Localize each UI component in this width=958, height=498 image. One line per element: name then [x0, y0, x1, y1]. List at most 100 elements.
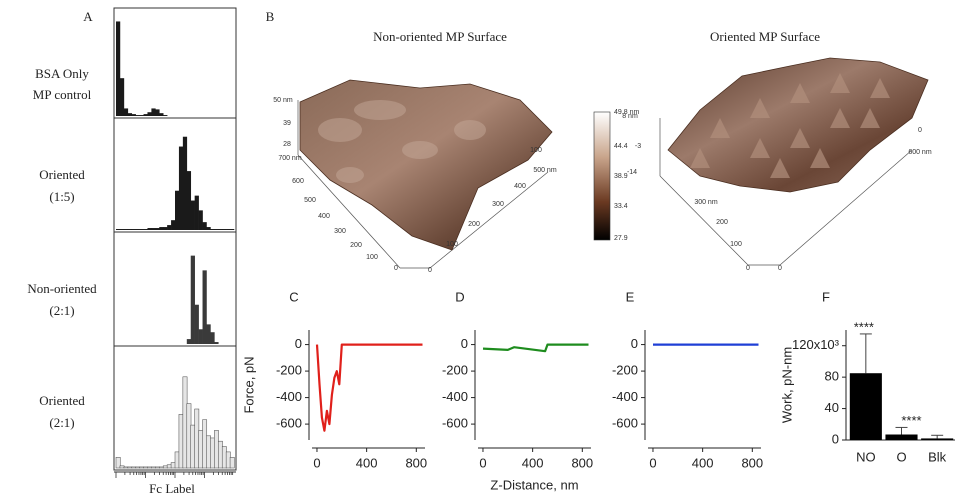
- histogram-bin: [143, 466, 149, 469]
- surface-title: Non-oriented MP Surface: [373, 29, 507, 44]
- panel-label: D: [455, 289, 464, 304]
- colorbar-label: 33.4: [614, 203, 628, 210]
- histogram-bin: [159, 466, 164, 469]
- surface-tick-label: 50 nm: [273, 97, 293, 104]
- surface-peak: [870, 78, 890, 98]
- histogram-bin: [190, 255, 195, 344]
- y-tick-label: -400: [612, 389, 638, 404]
- x-tick-label: 0: [479, 455, 486, 470]
- bar: [921, 438, 954, 440]
- histogram-bin: [162, 465, 168, 469]
- histogram-bin: [214, 229, 219, 230]
- sample-label: Non-oriented: [27, 281, 97, 296]
- surface-peak: [750, 138, 770, 158]
- sample-label: (1:5): [49, 189, 74, 204]
- histogram-bin: [178, 414, 184, 469]
- surface-axis: [659, 175, 749, 266]
- surface-highlight: [402, 141, 438, 159]
- histogram-bin: [218, 229, 223, 230]
- histogram-bin: [194, 195, 199, 230]
- histogram-bin: [116, 21, 121, 117]
- histogram-bin: [186, 403, 192, 469]
- histogram-bin: [135, 115, 140, 116]
- x-tick-label: 0: [313, 455, 320, 470]
- histogram-bin: [131, 114, 136, 116]
- histogram-bin: [131, 229, 136, 230]
- surface-tick-label: 0: [746, 265, 750, 272]
- histogram-frame: [113, 7, 237, 119]
- surface-tick-label: 300: [334, 228, 346, 235]
- panel-label: E: [626, 289, 635, 304]
- histogram-bin: [155, 228, 160, 230]
- surface-tick-label: 600: [292, 178, 304, 185]
- histogram-bin: [186, 339, 192, 344]
- sample-label: (2:1): [49, 415, 74, 430]
- y-tick-label: -200: [612, 363, 638, 378]
- panel-label: F: [822, 289, 830, 304]
- x-axis-label: Z-Distance, nm: [490, 477, 578, 492]
- histogram-bin: [182, 376, 188, 469]
- histogram-bin: [147, 112, 152, 116]
- x-tick-label: 800: [405, 455, 427, 470]
- colorbar-label: 27.9: [614, 235, 628, 242]
- y-tick-label: 80: [825, 369, 839, 384]
- histogram-bin: [123, 466, 129, 469]
- histogram-bin: [116, 229, 121, 230]
- surface-axis: [429, 171, 549, 269]
- surface-highlight: [454, 120, 486, 140]
- histogram-bin: [210, 437, 215, 469]
- histogram-bin: [194, 408, 200, 469]
- surface-tick-label: 400: [318, 213, 330, 220]
- y-tick-label: 0: [295, 336, 302, 351]
- histogram-bin: [119, 229, 125, 230]
- histogram-bin: [170, 462, 176, 469]
- y-tick-label: -600: [612, 416, 638, 431]
- histogram-bin: [214, 430, 219, 469]
- surface-peak: [750, 98, 770, 118]
- histogram-bin: [175, 190, 180, 230]
- surface-tick-label: 500: [304, 197, 316, 204]
- surface-tick-label: 28: [283, 141, 291, 148]
- histogram-bin: [202, 222, 207, 230]
- histogram-bin: [147, 466, 152, 469]
- histogram-bin: [143, 114, 148, 116]
- histogram-bin: [159, 113, 164, 116]
- y-tick-label: 0: [631, 336, 638, 351]
- panel-label: C: [289, 289, 298, 304]
- surface-tick-label: 100: [446, 241, 458, 248]
- histogram-bin: [178, 146, 184, 230]
- x-tick-label: 400: [692, 455, 714, 470]
- y-axis-label: Force, pN: [241, 356, 256, 413]
- histogram-bin: [139, 115, 144, 116]
- histogram-bin: [123, 108, 129, 116]
- surface-tick-label: 100: [366, 254, 378, 261]
- x-tick-label: O: [896, 449, 906, 464]
- histogram-bin: [190, 424, 196, 469]
- force-curve: [315, 343, 423, 432]
- surface-axis: [779, 149, 913, 266]
- surface-tick-label: 0: [778, 265, 782, 272]
- surface-peak: [790, 83, 810, 103]
- histogram-bin: [139, 466, 145, 469]
- histogram-bin: [151, 466, 156, 469]
- surface-axis: [297, 154, 401, 269]
- surface-peak: [810, 148, 830, 168]
- histogram-bin: [166, 464, 172, 469]
- histogram-bin: [139, 229, 144, 230]
- y-tick-label: -200: [442, 363, 468, 378]
- histogram-bin: [143, 229, 148, 230]
- histogram-bin: [182, 136, 188, 230]
- histogram-bin: [198, 430, 204, 469]
- histogram-bin: [151, 228, 156, 230]
- y-tick-label: -600: [276, 416, 302, 431]
- histogram-bin: [206, 435, 211, 469]
- y-tick-label: 0: [461, 336, 468, 351]
- x-axis-label: Fc Label: [149, 481, 195, 496]
- histogram-bin: [163, 115, 168, 116]
- histogram-bin: [206, 227, 211, 230]
- colorbar-label: 38.9: [614, 173, 628, 180]
- afm-surface: [299, 79, 553, 251]
- histogram-bin: [159, 227, 164, 230]
- surface-tick-label: 600 nm: [908, 149, 932, 156]
